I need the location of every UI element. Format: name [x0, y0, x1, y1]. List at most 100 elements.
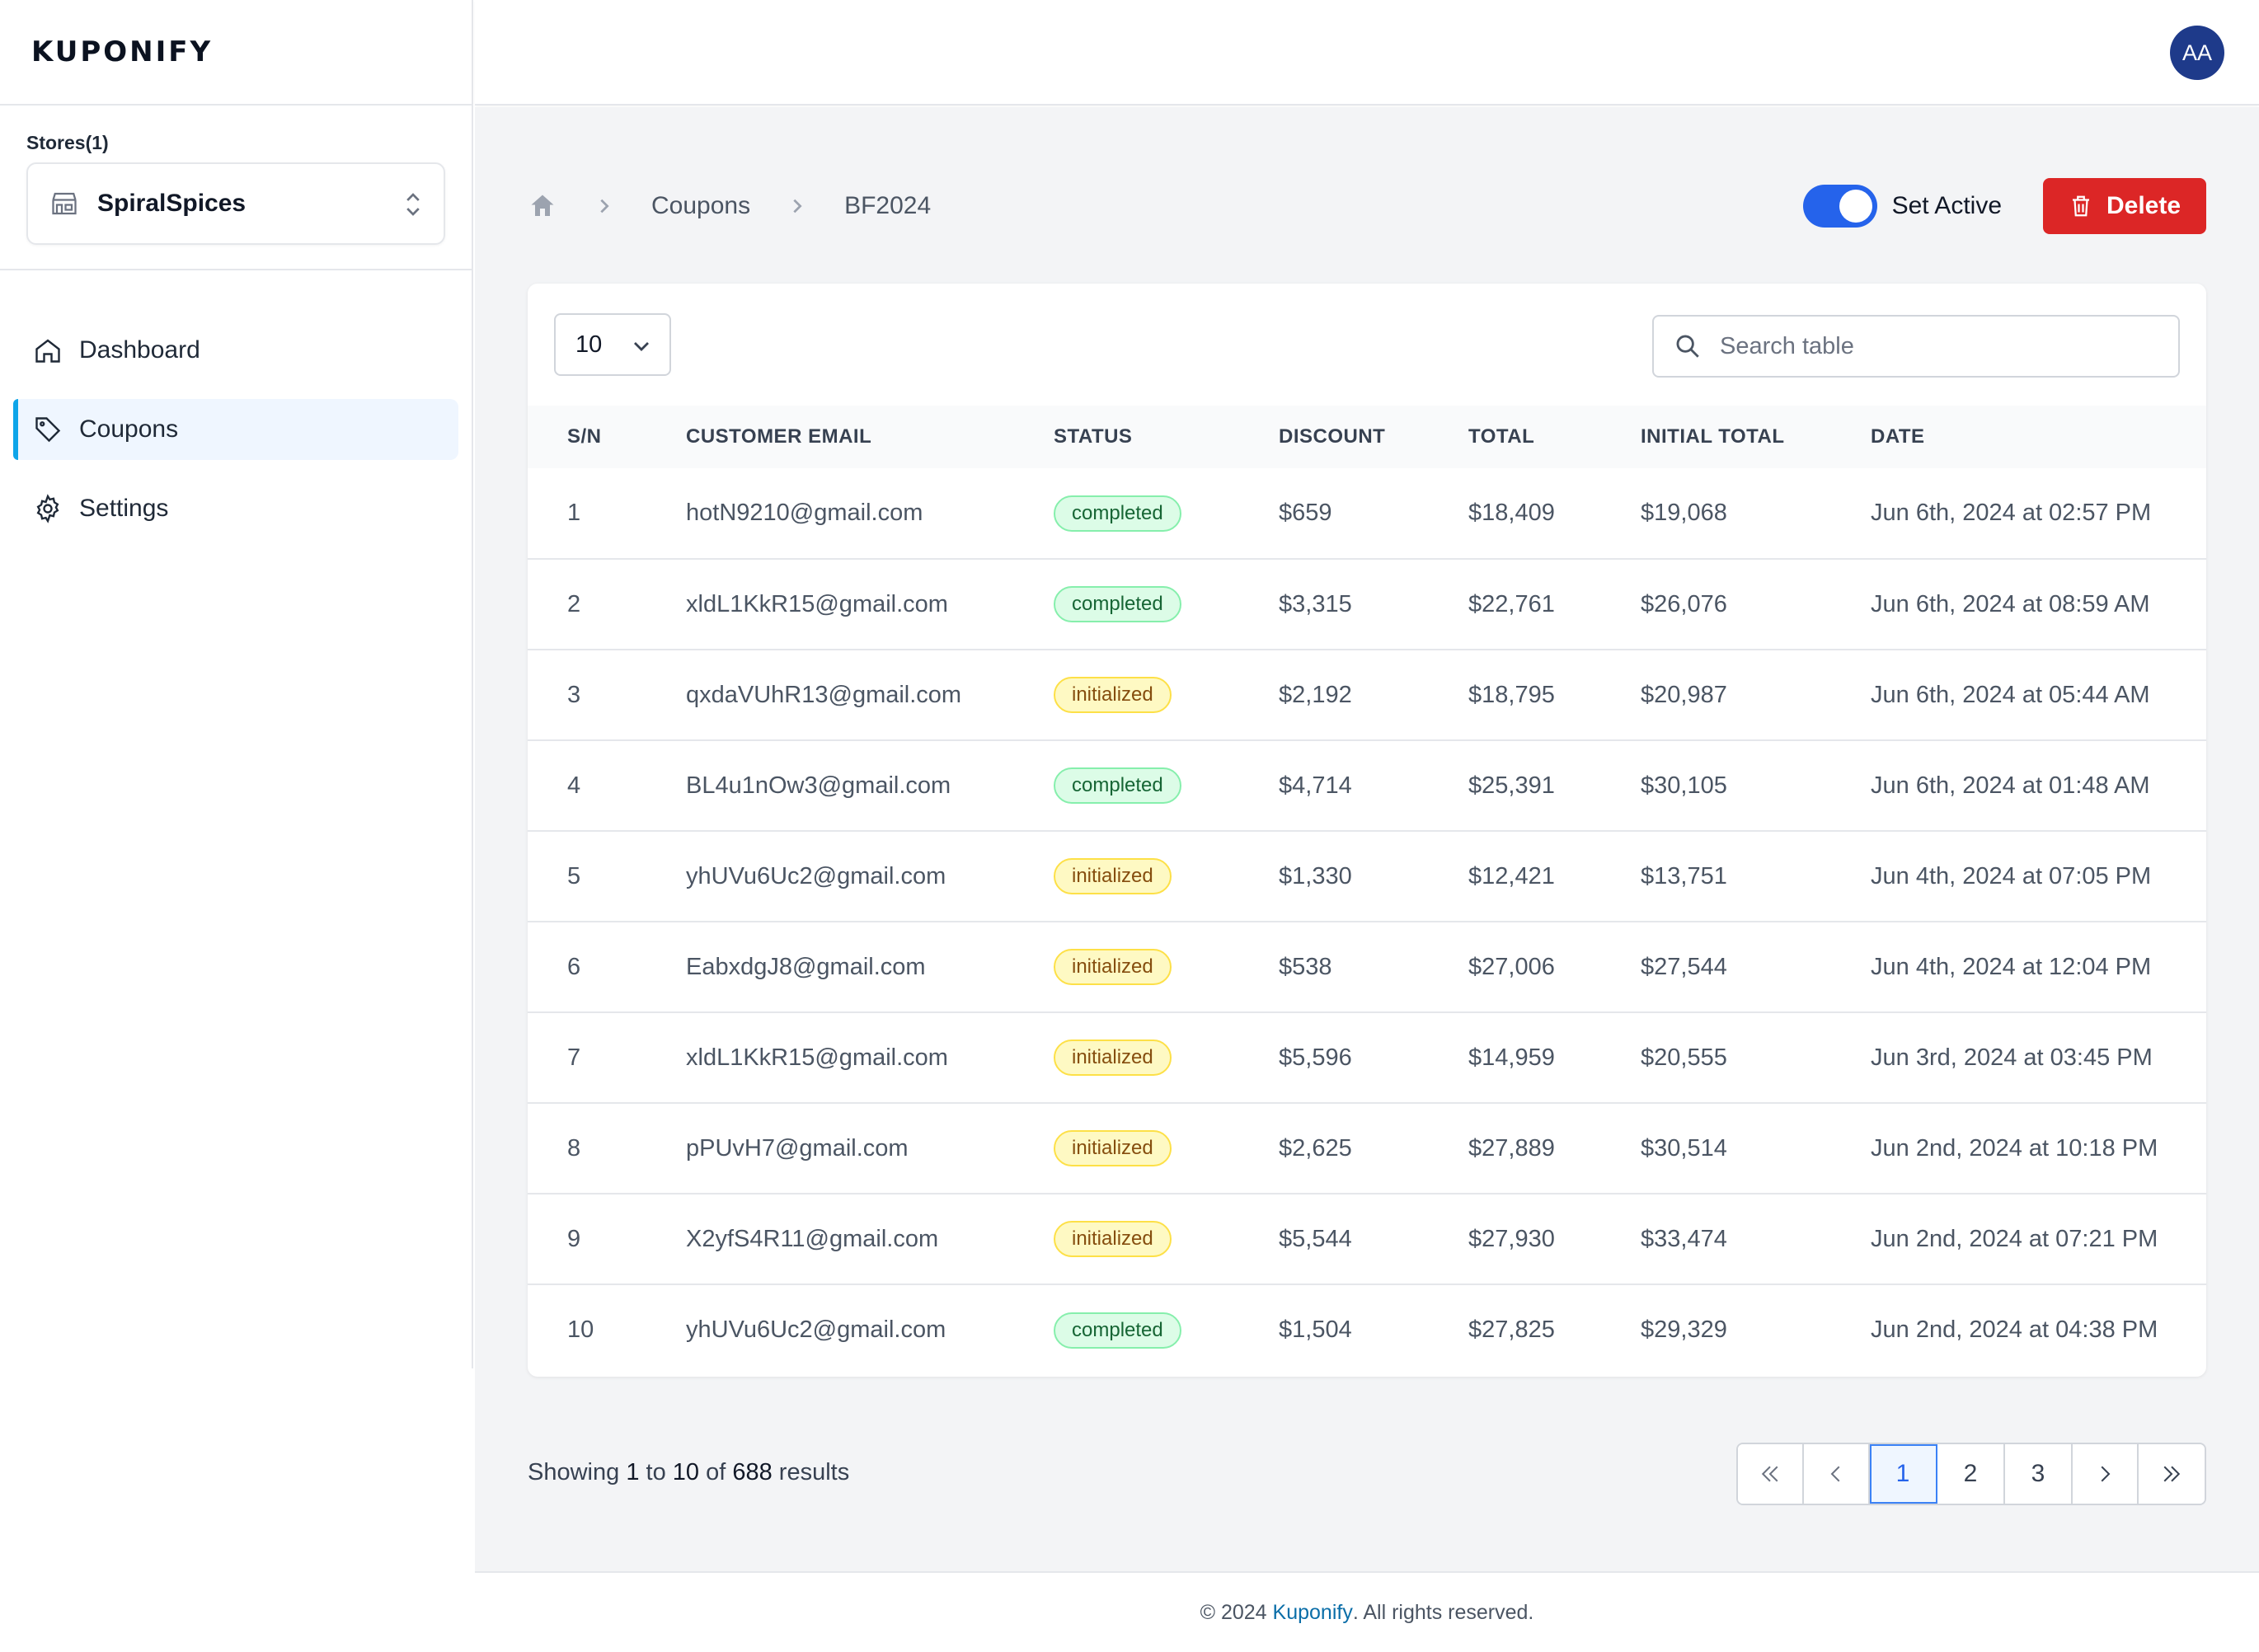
table-row[interactable]: 8 pPUvH7@gmail.com initialized $2,625 $2… — [528, 1103, 2206, 1194]
cell-initial-total: $29,329 — [1641, 1316, 1727, 1343]
sidebar-nav: Dashboard Coupons Settings — [0, 270, 472, 539]
pagination: 1 2 3 — [1736, 1443, 2206, 1505]
cell-email: pPUvH7@gmail.com — [686, 1134, 909, 1162]
avatar[interactable]: AA — [2170, 26, 2224, 80]
cell-discount: $659 — [1279, 500, 1332, 526]
table-header-row: S/N CUSTOMER EMAIL STATUS DISCOUNT TOTAL… — [528, 406, 2206, 468]
search-icon — [1676, 335, 1699, 358]
cell-date: Jun 6th, 2024 at 05:44 AM — [1871, 681, 2150, 708]
cell-email: yhUVu6Uc2@gmail.com — [686, 862, 946, 889]
cell-total: $14,959 — [1468, 1044, 1555, 1071]
main-content: Coupons BF2024 Set Active Delete 10 — [475, 107, 2259, 1571]
trash-icon — [2072, 195, 2089, 217]
stores-label: Stores(1) — [26, 132, 109, 153]
cell-status: initialized — [1054, 1012, 1279, 1103]
search-input[interactable] — [1720, 332, 2165, 360]
cell-email: X2yfS4R11@gmail.com — [686, 1225, 939, 1252]
next-page-button[interactable] — [2073, 1444, 2139, 1504]
cell-total: $27,006 — [1468, 953, 1555, 980]
status-badge: initialized — [1054, 858, 1172, 894]
stores-section: Stores(1) SpiralSpices — [0, 106, 472, 270]
first-page-button[interactable] — [1738, 1444, 1804, 1504]
logo[interactable]: KUPONIFY — [31, 35, 214, 68]
home-icon[interactable] — [528, 191, 557, 221]
cell-total: $25,391 — [1468, 772, 1555, 799]
column-header-status[interactable]: STATUS — [1054, 425, 1133, 448]
chevrons-right-icon — [2163, 1466, 2181, 1482]
sidebar-item-label: Coupons — [79, 415, 179, 443]
table-row[interactable]: 9 X2yfS4R11@gmail.com initialized $5,544… — [528, 1194, 2206, 1284]
cell-status: initialized — [1054, 922, 1279, 1012]
cell-initial-total: $19,068 — [1641, 500, 1727, 526]
cell-sn: 5 — [567, 862, 581, 889]
toggle-knob — [1839, 190, 1872, 223]
column-header-initial-total[interactable]: INITIAL TOTAL — [1641, 425, 1785, 448]
page-size-select[interactable]: 10 — [554, 313, 671, 376]
set-active-toggle[interactable] — [1802, 185, 1877, 228]
column-header-date[interactable]: DATE — [1871, 425, 1925, 448]
table-row[interactable]: 5 yhUVu6Uc2@gmail.com initialized $1,330… — [528, 831, 2206, 922]
footer-copyright: © 2024 — [1200, 1600, 1267, 1624]
column-header-sn[interactable]: S/N — [567, 425, 602, 448]
breadcrumb: Coupons BF2024 — [528, 171, 2206, 241]
breadcrumb-coupons[interactable]: Coupons — [651, 192, 751, 219]
top-header: AA — [475, 0, 2259, 106]
cell-initial-total: $33,474 — [1641, 1225, 1727, 1252]
chevron-right-icon — [793, 199, 802, 214]
table-row[interactable]: 1 hotN9210@gmail.com completed $659 $18,… — [528, 468, 2206, 559]
sidebar-item-label: Settings — [79, 495, 169, 522]
column-header-discount[interactable]: DISCOUNT — [1279, 425, 1386, 448]
status-badge: initialized — [1054, 1221, 1172, 1257]
cell-status: completed — [1054, 1284, 1279, 1375]
set-active-label: Set Active — [1891, 192, 2002, 219]
cell-discount: $5,544 — [1279, 1225, 1352, 1252]
table-row[interactable]: 7 xldL1KkR15@gmail.com initialized $5,59… — [528, 1012, 2206, 1103]
cell-initial-total: $20,987 — [1641, 681, 1727, 708]
page-size-value: 10 — [575, 331, 603, 358]
cell-initial-total: $30,105 — [1641, 772, 1727, 799]
status-badge: completed — [1054, 1312, 1181, 1349]
delete-button[interactable]: Delete — [2043, 178, 2206, 234]
status-badge: initialized — [1054, 1040, 1172, 1076]
cell-sn: 3 — [567, 681, 581, 708]
table-row[interactable]: 10 yhUVu6Uc2@gmail.com completed $1,504 … — [528, 1284, 2206, 1375]
table-row[interactable]: 3 qxdaVUhR13@gmail.com initialized $2,19… — [528, 650, 2206, 740]
last-page-button[interactable] — [2139, 1444, 2205, 1504]
cell-total: $27,930 — [1468, 1225, 1555, 1252]
store-selector[interactable]: SpiralSpices — [26, 162, 445, 245]
sidebar: KUPONIFY Stores(1) SpiralSpices Dashboar… — [0, 0, 473, 1368]
cell-discount: $3,315 — [1279, 590, 1352, 617]
chevron-left-icon — [1830, 1466, 1840, 1482]
cell-date: Jun 2nd, 2024 at 10:18 PM — [1871, 1134, 2158, 1162]
footer-brand-link[interactable]: Kuponify — [1272, 1600, 1353, 1624]
sidebar-item-coupons[interactable]: Coupons — [13, 399, 458, 460]
cell-discount: $1,330 — [1279, 862, 1352, 889]
cell-sn: 10 — [567, 1316, 594, 1343]
column-header-total[interactable]: TOTAL — [1468, 425, 1535, 448]
cell-initial-total: $13,751 — [1641, 862, 1727, 889]
prev-page-button[interactable] — [1804, 1444, 1870, 1504]
column-header-email[interactable]: CUSTOMER EMAIL — [686, 425, 872, 448]
table-row[interactable]: 4 BL4u1nOw3@gmail.com completed $4,714 $… — [528, 740, 2206, 831]
logo-area: KUPONIFY — [0, 0, 472, 106]
page-button-1[interactable]: 1 — [1870, 1444, 1937, 1504]
table-row[interactable]: 6 EabxdgJ8@gmail.com initialized $538 $2… — [528, 922, 2206, 1012]
footer: © 2024 Kuponify. All rights reserved. — [475, 1571, 2259, 1652]
table-row[interactable]: 2 xldL1KkR15@gmail.com completed $3,315 … — [528, 559, 2206, 650]
cell-sn: 7 — [567, 1044, 581, 1071]
sidebar-item-settings[interactable]: Settings — [13, 478, 458, 539]
cell-total: $12,421 — [1468, 862, 1555, 889]
results-word: results — [778, 1459, 850, 1485]
cell-status: completed — [1054, 740, 1279, 831]
breadcrumb-current: BF2024 — [844, 192, 932, 219]
status-badge: initialized — [1054, 677, 1172, 713]
status-badge: initialized — [1054, 1130, 1172, 1166]
cell-date: Jun 6th, 2024 at 02:57 PM — [1871, 500, 2152, 526]
cell-status: initialized — [1054, 1103, 1279, 1194]
cell-initial-total: $20,555 — [1641, 1044, 1727, 1071]
sidebar-item-dashboard[interactable]: Dashboard — [13, 320, 458, 381]
status-badge: completed — [1054, 495, 1181, 532]
page-button-2[interactable]: 2 — [1937, 1444, 2005, 1504]
footer-rights: . All rights reserved. — [1352, 1600, 1534, 1624]
page-button-3[interactable]: 3 — [2005, 1444, 2073, 1504]
